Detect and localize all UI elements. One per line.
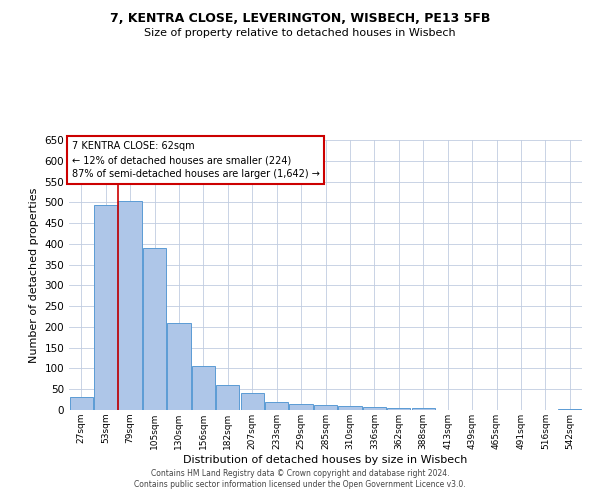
Y-axis label: Number of detached properties: Number of detached properties	[29, 188, 39, 362]
X-axis label: Distribution of detached houses by size in Wisbech: Distribution of detached houses by size …	[184, 454, 467, 464]
Bar	[338, 406, 362, 410]
Text: Size of property relative to detached houses in Wisbech: Size of property relative to detached ho…	[144, 28, 456, 38]
Bar	[192, 366, 215, 410]
Bar	[143, 248, 166, 410]
Bar	[387, 408, 410, 410]
Bar	[363, 407, 386, 410]
Bar	[241, 394, 264, 410]
Bar	[314, 405, 337, 410]
Bar	[216, 385, 239, 410]
Text: 7 KENTRA CLOSE: 62sqm
← 12% of detached houses are smaller (224)
87% of semi-det: 7 KENTRA CLOSE: 62sqm ← 12% of detached …	[71, 142, 319, 180]
Text: Contains public sector information licensed under the Open Government Licence v3: Contains public sector information licen…	[134, 480, 466, 489]
Bar	[265, 402, 288, 410]
Text: Contains HM Land Registry data © Crown copyright and database right 2024.: Contains HM Land Registry data © Crown c…	[151, 468, 449, 477]
Text: 7, KENTRA CLOSE, LEVERINGTON, WISBECH, PE13 5FB: 7, KENTRA CLOSE, LEVERINGTON, WISBECH, P…	[110, 12, 490, 26]
Bar	[167, 323, 191, 410]
Bar	[412, 408, 435, 410]
Bar	[70, 396, 93, 410]
Bar	[558, 409, 581, 410]
Bar	[94, 205, 117, 410]
Bar	[289, 404, 313, 410]
Bar	[118, 201, 142, 410]
